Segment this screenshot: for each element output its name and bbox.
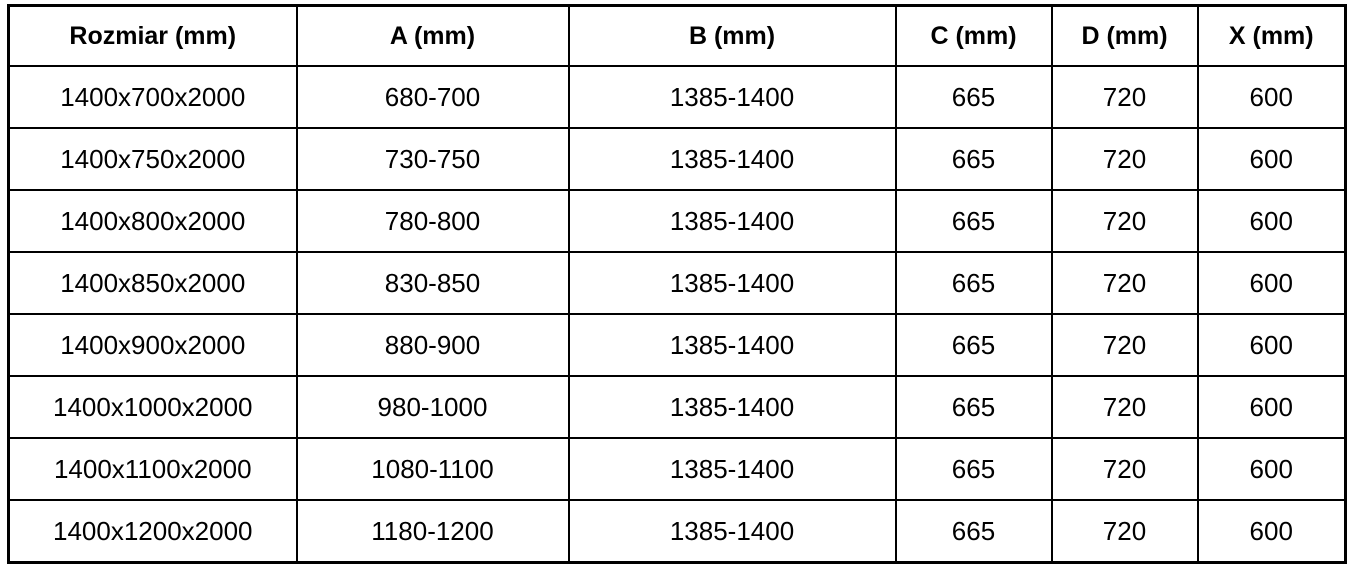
table-row: 1400x700x2000 680-700 1385-1400 665 720 600	[7, 65, 1347, 129]
table-cell: 720	[1050, 65, 1199, 129]
table-row: 1400x1200x2000 1180-1200 1385-1400 665 720 60…	[7, 499, 1347, 564]
table-cell: 720	[1050, 499, 1199, 564]
table-row: 1400x850x2000 830-850 1385-1400 665 720 600	[7, 251, 1347, 315]
table-cell: 600	[1196, 189, 1347, 253]
table-row: 1400x1100x2000 1080-1100 1385-1400 665 720 60…	[7, 437, 1347, 501]
table-cell: 1385-1400	[567, 437, 897, 501]
table-cell: 665	[894, 437, 1053, 501]
column-header-d: D (mm)	[1050, 4, 1199, 67]
table-cell: 665	[894, 375, 1053, 439]
table-cell: 1385-1400	[567, 499, 897, 564]
table-cell: 720	[1050, 375, 1199, 439]
table-cell: 1400x750x2000	[7, 127, 298, 191]
column-header-x: X (mm)	[1196, 4, 1347, 67]
table-cell: 1385-1400	[567, 313, 897, 377]
column-header-rozmiar: Rozmiar (mm)	[7, 4, 298, 67]
table-cell: 600	[1196, 65, 1347, 129]
column-header-c: C (mm)	[894, 4, 1053, 67]
table-cell: 1400x1200x2000	[7, 499, 298, 564]
table-cell: 1385-1400	[567, 127, 897, 191]
column-header-a: A (mm)	[295, 4, 570, 67]
table-cell: 600	[1196, 251, 1347, 315]
table-cell: 1180-1200	[295, 499, 570, 564]
table-cell: 1385-1400	[567, 65, 897, 129]
table-cell: 665	[894, 127, 1053, 191]
table-cell: 665	[894, 251, 1053, 315]
table-row: 1400x900x2000 880-900 1385-1400 665 720 600	[7, 313, 1347, 377]
table-cell: 720	[1050, 251, 1199, 315]
table-cell: 1400x900x2000	[7, 313, 298, 377]
table-cell: 720	[1050, 189, 1199, 253]
table-cell: 730-750	[295, 127, 570, 191]
table-cell: 1400x700x2000	[7, 65, 298, 129]
table-cell: 665	[894, 189, 1053, 253]
table-cell: 600	[1196, 127, 1347, 191]
table-cell: 720	[1050, 313, 1199, 377]
table-cell: 600	[1196, 499, 1347, 564]
table-cell: 680-700	[295, 65, 570, 129]
table-cell: 1385-1400	[567, 375, 897, 439]
header-row: Rozmiar (mm) A (mm) B (mm) C (mm) D (mm)…	[7, 4, 1347, 67]
table-cell: 980-1000	[295, 375, 570, 439]
table-cell: 665	[894, 65, 1053, 129]
table-cell: 665	[894, 313, 1053, 377]
table-cell: 1400x1100x2000	[7, 437, 298, 501]
table-cell: 665	[894, 499, 1053, 564]
table-cell: 1400x800x2000	[7, 189, 298, 253]
size-spec-table-wrapper: Rozmiar (mm) A (mm) B (mm) C (mm) D (mm)…	[7, 4, 1347, 564]
table-row: 1400x750x2000 730-750 1385-1400 665 720 600	[7, 127, 1347, 191]
table-cell: 1385-1400	[567, 189, 897, 253]
table-cell: 1385-1400	[567, 251, 897, 315]
table-cell: 1400x850x2000	[7, 251, 298, 315]
table-row: 1400x1000x2000 980-1000 1385-1400 665 720 600	[7, 375, 1347, 439]
table-cell: 720	[1050, 437, 1199, 501]
table-cell: 600	[1196, 313, 1347, 377]
size-spec-table: Rozmiar (mm) A (mm) B (mm) C (mm) D (mm)…	[7, 4, 1347, 564]
table-cell: 830-850	[295, 251, 570, 315]
column-header-b: B (mm)	[567, 4, 897, 67]
table-cell: 720	[1050, 127, 1199, 191]
table-cell: 780-800	[295, 189, 570, 253]
table-cell: 1080-1100	[295, 437, 570, 501]
table-cell: 600	[1196, 437, 1347, 501]
table-header: Rozmiar (mm) A (mm) B (mm) C (mm) D (mm)…	[7, 4, 1347, 67]
table-cell: 880-900	[295, 313, 570, 377]
table-cell: 1400x1000x2000	[7, 375, 298, 439]
table-row: 1400x800x2000 780-800 1385-1400 665 720 600	[7, 189, 1347, 253]
table-body: 1400x700x2000 680-700 1385-1400 665 720 600 14…	[7, 65, 1347, 564]
table-cell: 600	[1196, 375, 1347, 439]
